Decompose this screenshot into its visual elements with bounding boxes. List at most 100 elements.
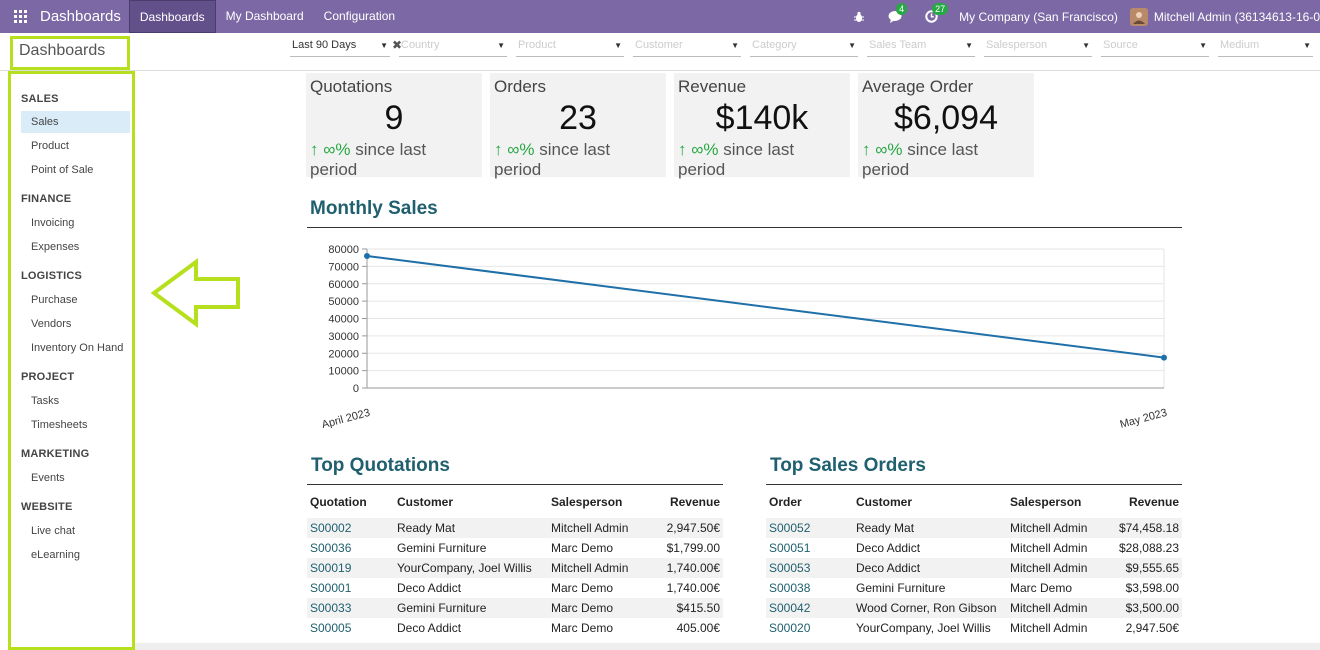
table-row[interactable]: S00052 Ready Mat Mitchell Admin $74,458.18 bbox=[766, 518, 1182, 538]
data-point[interactable] bbox=[364, 252, 370, 259]
kpi-delta: ↑ ∞% since last period bbox=[310, 140, 478, 180]
ref-cell[interactable]: S00053 bbox=[766, 558, 853, 578]
sidebar-item-point-of-sale[interactable]: Point of Sale bbox=[31, 164, 94, 176]
sidebar-item-purchase[interactable]: Purchase bbox=[31, 294, 78, 306]
top-navbar: Dashboards Dashboards My Dashboard Confi… bbox=[0, 0, 1320, 33]
filter-source[interactable]: Source ▼ bbox=[1101, 39, 1209, 57]
filter-customer-placeholder: Customer bbox=[635, 39, 683, 51]
filter-sales-team-placeholder: Sales Team bbox=[869, 39, 927, 51]
kpi-delta: ↑ ∞% since last period bbox=[678, 140, 846, 180]
kpi-card-revenue[interactable]: Revenue $140k ↑ ∞% since last period bbox=[674, 73, 850, 180]
kpi-delta-text: since last period bbox=[310, 140, 427, 179]
sidebar-item-invoicing[interactable]: Invoicing bbox=[31, 217, 75, 229]
ref-cell[interactable]: S00051 bbox=[769, 541, 811, 555]
sidebar-group-title: PROJECT bbox=[21, 371, 75, 383]
top-sales-orders-title: Top Sales Orders bbox=[770, 455, 926, 476]
menu-configuration[interactable]: Configuration bbox=[323, 9, 396, 23]
filter-date-range[interactable]: Last 90 Days ▼ ✖ bbox=[290, 38, 402, 57]
sidebar-item-vendors[interactable]: Vendors bbox=[31, 318, 72, 330]
table-row[interactable]: S00002 Ready Mat Mitchell Admin 2,947.50€ bbox=[307, 518, 723, 538]
menu-dashboards[interactable]: Dashboards bbox=[128, 0, 216, 33]
sidebar-group-sales: SALES Sales Product Point of Sale bbox=[21, 93, 132, 181]
filter-salesperson[interactable]: Salesperson ▼ bbox=[984, 39, 1092, 57]
table-row[interactable]: S00036 Gemini Furniture Marc Demo $1,799.00 bbox=[307, 538, 723, 558]
col-header[interactable]: Quotation bbox=[310, 495, 367, 509]
kpi-card-average-order[interactable]: Average Order $6,094 ↑ ∞% since last per… bbox=[858, 73, 1034, 179]
menu-my-dashboard[interactable]: My Dashboard bbox=[225, 9, 304, 23]
table-row[interactable]: S00001 Deco Addict Marc Demo 1,740.00€ bbox=[307, 578, 723, 598]
sidebar-group-project: PROJECT Tasks Timesheets bbox=[21, 371, 132, 436]
sidebar-item-product[interactable]: Product bbox=[31, 140, 69, 152]
clear-filter-icon[interactable]: ✖ bbox=[391, 38, 402, 52]
messages-icon[interactable]: 4 bbox=[887, 2, 908, 25]
sidebar-item-tasks[interactable]: Tasks bbox=[31, 395, 60, 407]
col-header[interactable]: Salesperson bbox=[1010, 495, 1082, 509]
table-row[interactable]: S00038 Gemini Furniture Marc Demo $3,598.00 bbox=[766, 578, 1182, 598]
col-header[interactable]: Customer bbox=[397, 495, 454, 509]
apps-menu-icon[interactable] bbox=[0, 0, 40, 33]
col-header[interactable]: Revenue bbox=[669, 495, 720, 509]
y-tick-label: 50000 bbox=[328, 296, 359, 308]
table-row[interactable]: S00033 Gemini Furniture Marc Demo $415.50 bbox=[307, 598, 723, 618]
series-line bbox=[366, 254, 1165, 359]
divider bbox=[307, 227, 1182, 228]
sidebar-item-sales[interactable]: Sales bbox=[21, 111, 130, 133]
company-switcher[interactable]: My Company (San Francisco) bbox=[959, 9, 1118, 24]
ref-cell[interactable]: S00019 bbox=[307, 558, 394, 578]
filter-country[interactable]: Country ▼ bbox=[399, 39, 507, 57]
table-row[interactable]: S00020 YourCompany, Joel Willis Mitchell A… bbox=[766, 618, 1182, 638]
kpi-card-orders[interactable]: Orders 23 ↑ ∞% since last period bbox=[490, 73, 666, 179]
ref-cell[interactable]: S00020 bbox=[769, 621, 811, 635]
filter-category[interactable]: Category ▼ bbox=[750, 39, 858, 57]
customer-cell: Ready Mat bbox=[394, 518, 548, 538]
top-sales-orders-table: Order Customer Salesperson Revenue S0005… bbox=[766, 486, 1182, 638]
bug-icon[interactable] bbox=[851, 9, 867, 25]
filter-sales-team[interactable]: Sales Team ▼ bbox=[867, 39, 975, 57]
sidebar-item-events[interactable]: Events bbox=[31, 472, 65, 484]
table-row[interactable]: S00005 Deco Addict Marc Demo 405.00€ bbox=[307, 618, 723, 638]
table-row[interactable]: S00042 Wood Corner, Ron Gibson Mitchell Ad… bbox=[766, 598, 1182, 618]
kpi-card-quotations[interactable]: Quotations 9 ↑ ∞% since last period bbox=[306, 73, 482, 180]
chevron-down-icon: ▼ bbox=[1199, 41, 1207, 50]
left-arrow-icon bbox=[150, 258, 240, 328]
sidebar-item-expenses[interactable]: Expenses bbox=[31, 241, 80, 253]
horizontal-scrollbar[interactable] bbox=[135, 643, 1320, 650]
salesperson-cell: Mitchell Admin bbox=[1007, 558, 1112, 578]
filter-medium[interactable]: Medium ▼ bbox=[1218, 39, 1313, 57]
sidebar-item-timesheets[interactable]: Timesheets bbox=[31, 419, 88, 431]
kpi-delta-percent: ∞% bbox=[507, 140, 535, 159]
col-header[interactable]: Revenue bbox=[1128, 495, 1179, 509]
filter-product[interactable]: Product ▼ bbox=[516, 39, 624, 57]
sidebar-item-elearning[interactable]: eLearning bbox=[31, 549, 80, 561]
ref-cell[interactable]: S00001 bbox=[310, 581, 352, 595]
ref-cell[interactable]: S00042 bbox=[766, 598, 853, 618]
kpi-delta-percent: ∞% bbox=[875, 140, 903, 159]
revenue-cell: $3,598.00 bbox=[1125, 581, 1179, 595]
activities-icon[interactable]: 27 bbox=[923, 2, 949, 25]
customer-cell: Deco Addict bbox=[397, 621, 462, 635]
ref-cell[interactable]: S00036 bbox=[310, 541, 352, 555]
sidebar-item-live-chat[interactable]: Live chat bbox=[31, 525, 76, 537]
kpi-value: 9 bbox=[384, 99, 404, 137]
sidebar-item-inventory-on-hand[interactable]: Inventory On Hand bbox=[31, 342, 124, 354]
ref-cell[interactable]: S00002 bbox=[307, 518, 394, 538]
chevron-down-icon: ▼ bbox=[1303, 41, 1311, 50]
ref-cell[interactable]: S00052 bbox=[766, 518, 853, 538]
user-menu[interactable]: Mitchell Admin (36134613-16-0 bbox=[1129, 7, 1320, 26]
ref-cell[interactable]: S00033 bbox=[307, 598, 394, 618]
data-point[interactable] bbox=[1161, 354, 1167, 361]
kpi-label: Orders bbox=[494, 77, 546, 96]
col-header[interactable]: Customer bbox=[856, 495, 913, 509]
ref-cell[interactable]: S00038 bbox=[769, 581, 811, 595]
monthly-sales-chart[interactable]: 0 10000 20000 30000 40000 50000 60000 70000 8000… bbox=[307, 238, 1187, 428]
table-row[interactable]: S00053 Deco Addict Mitchell Admin $9,555.65 bbox=[766, 558, 1182, 578]
table-row[interactable]: S00051 Deco Addict Mitchell Admin $28,088.2… bbox=[766, 538, 1182, 558]
ref-cell[interactable]: S00005 bbox=[310, 621, 352, 635]
y-tick-label: 30000 bbox=[328, 331, 359, 343]
table-row[interactable]: S00019 YourCompany, Joel Willis Mitchell A… bbox=[307, 558, 723, 578]
app-brand[interactable]: Dashboards bbox=[40, 8, 121, 25]
col-header[interactable]: Salesperson bbox=[551, 495, 623, 509]
customer-cell: Gemini Furniture bbox=[856, 581, 946, 595]
col-header[interactable]: Order bbox=[769, 495, 802, 509]
filter-customer[interactable]: Customer ▼ bbox=[633, 39, 741, 57]
